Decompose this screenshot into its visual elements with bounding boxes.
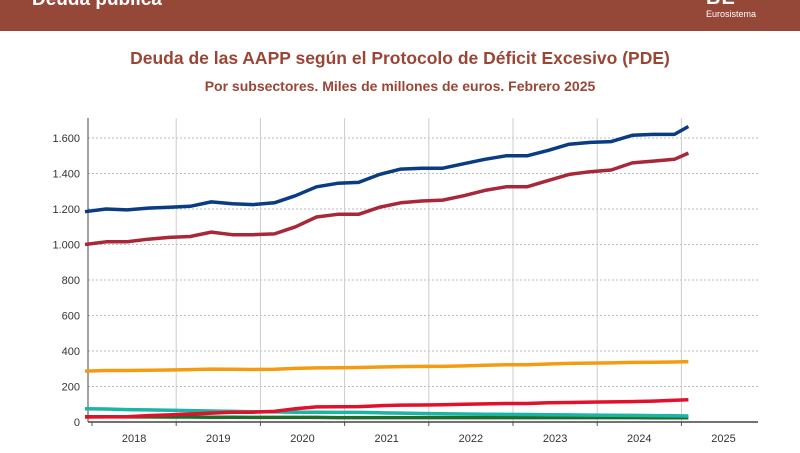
x-tick-label: 2019 [206, 433, 230, 445]
chart-subtitle: Por subsectores. Miles de millones de eu… [204, 78, 596, 94]
x-tick-label: 2022 [459, 433, 483, 445]
header-banner: Deuda pública BE Eurosistema [0, 0, 800, 31]
series-line-3 [84, 398, 689, 419]
y-tick-label: 1.600 [52, 133, 80, 145]
series-line-2 [84, 359, 689, 373]
y-tick-label: 400 [62, 346, 80, 358]
y-tick-label: 600 [62, 311, 80, 323]
x-tick-label: 2025 [711, 433, 735, 445]
x-tick-label: 2021 [374, 433, 398, 445]
y-tick-label: 0 [74, 417, 80, 429]
x-tick-label: 2024 [627, 433, 651, 445]
x-tick-label: 2020 [290, 433, 314, 445]
y-tick-label: 1.200 [52, 204, 80, 216]
series-line-5 [85, 414, 689, 420]
x-tick-label: 2023 [543, 433, 567, 445]
y-tick-label: 1.000 [52, 240, 80, 252]
chart-title: Deuda de las AAPP según el Protocolo de … [130, 48, 670, 68]
logo: BE [706, 0, 766, 8]
y-tick-label: 800 [62, 275, 80, 287]
series-line-4 [84, 406, 689, 418]
series-line-0 [84, 124, 690, 214]
header-title: Deuda pública [32, 0, 162, 11]
x-tick-label: 2018 [122, 433, 146, 445]
series-line-1 [84, 151, 690, 247]
y-tick-label: 1.400 [52, 169, 80, 181]
y-tick-label: 200 [62, 382, 80, 394]
logo-subtitle: Eurosistema [706, 9, 757, 19]
